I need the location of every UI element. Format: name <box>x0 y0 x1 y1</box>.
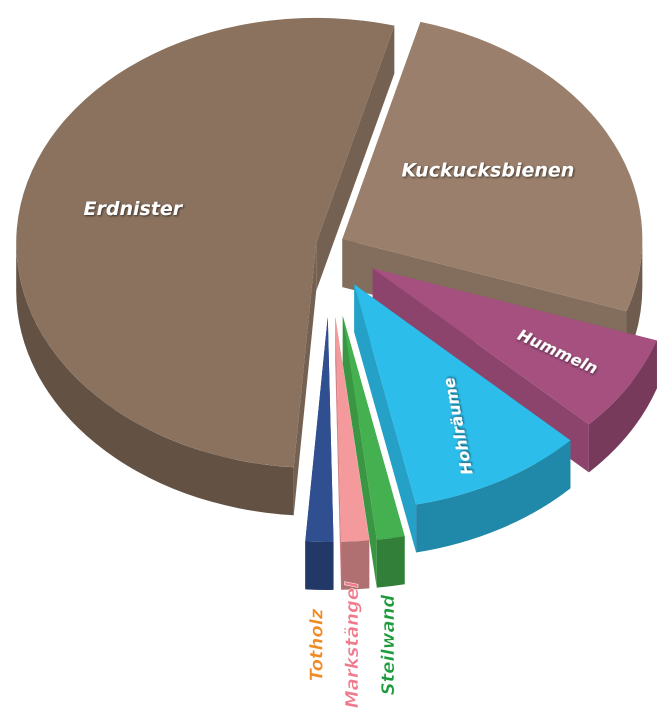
pie <box>16 18 657 590</box>
slice-side <box>305 541 333 590</box>
slice-label: Erdnister <box>84 198 184 220</box>
chart: ErdnisterKuckucksbienenHummelnHohlräumeS… <box>0 0 669 721</box>
slice-label: Kuckucksbienen <box>402 159 575 181</box>
slice-label: Steilwand <box>378 594 399 696</box>
slice-label: Totholz <box>306 608 327 681</box>
slice-label: Markstängel <box>342 581 363 708</box>
slice-side <box>377 536 405 587</box>
